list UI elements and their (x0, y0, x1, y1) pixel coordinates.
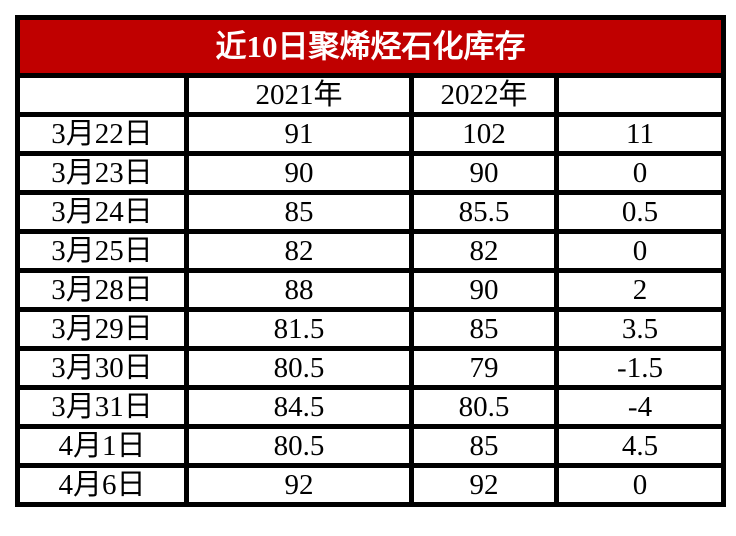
diff-cell: 0 (554, 463, 726, 507)
date-cell: 3月31日 (15, 385, 189, 429)
table-body: 3月22日 91 102 11 3月23日 90 90 0 3月24日 85 85.5 0.5 3月25… (15, 112, 726, 507)
diff-cell: 0 (554, 229, 726, 273)
title-row: 近10日聚烯烃石化库存 (15, 15, 726, 78)
table-row: 4月1日 80.5 85 4.5 (15, 424, 726, 468)
table-row: 4月6日 92 92 0 (15, 463, 726, 507)
date-cell: 3月25日 (15, 229, 189, 273)
col-header-date (15, 73, 189, 117)
date-cell: 3月30日 (15, 346, 189, 390)
col-header-2021: 2021年 (184, 73, 414, 117)
value-2021-cell: 91 (184, 112, 414, 156)
value-2022-cell: 92 (409, 463, 559, 507)
inventory-table: 近10日聚烯烃石化库存 2021年 2022年 3月22日 91 102 11 3月23… (15, 15, 726, 507)
diff-cell: 0.5 (554, 190, 726, 234)
col-header-2022: 2022年 (409, 73, 559, 117)
table-row: 3月30日 80.5 79 -1.5 (15, 346, 726, 390)
diff-cell: -4 (554, 385, 726, 429)
value-2022-cell: 82 (409, 229, 559, 273)
value-2021-cell: 81.5 (184, 307, 414, 351)
value-2021-cell: 92 (184, 463, 414, 507)
table-row: 3月23日 90 90 0 (15, 151, 726, 195)
value-2021-cell: 90 (184, 151, 414, 195)
header-row: 2021年 2022年 (15, 73, 726, 117)
col-header-diff (554, 73, 726, 117)
diff-cell: 2 (554, 268, 726, 312)
value-2022-cell: 79 (409, 346, 559, 390)
diff-cell: 3.5 (554, 307, 726, 351)
date-cell: 3月28日 (15, 268, 189, 312)
value-2021-cell: 85 (184, 190, 414, 234)
date-cell: 3月22日 (15, 112, 189, 156)
value-2022-cell: 85.5 (409, 190, 559, 234)
diff-cell: 0 (554, 151, 726, 195)
date-cell: 4月6日 (15, 463, 189, 507)
value-2021-cell: 84.5 (184, 385, 414, 429)
value-2022-cell: 102 (409, 112, 559, 156)
value-2022-cell: 80.5 (409, 385, 559, 429)
table-row: 3月28日 88 90 2 (15, 268, 726, 312)
value-2022-cell: 90 (409, 268, 559, 312)
value-2021-cell: 80.5 (184, 346, 414, 390)
table-row: 3月22日 91 102 11 (15, 112, 726, 156)
value-2022-cell: 85 (409, 424, 559, 468)
value-2021-cell: 82 (184, 229, 414, 273)
table-row: 3月29日 81.5 85 3.5 (15, 307, 726, 351)
date-cell: 3月24日 (15, 190, 189, 234)
value-2021-cell: 88 (184, 268, 414, 312)
diff-cell: 11 (554, 112, 726, 156)
value-2022-cell: 90 (409, 151, 559, 195)
table-title: 近10日聚烯烃石化库存 (15, 15, 726, 78)
table-row: 3月25日 82 82 0 (15, 229, 726, 273)
date-cell: 3月29日 (15, 307, 189, 351)
diff-cell: -1.5 (554, 346, 726, 390)
table-row: 3月24日 85 85.5 0.5 (15, 190, 726, 234)
diff-cell: 4.5 (554, 424, 726, 468)
date-cell: 3月23日 (15, 151, 189, 195)
value-2021-cell: 80.5 (184, 424, 414, 468)
table-row: 3月31日 84.5 80.5 -4 (15, 385, 726, 429)
date-cell: 4月1日 (15, 424, 189, 468)
value-2022-cell: 85 (409, 307, 559, 351)
